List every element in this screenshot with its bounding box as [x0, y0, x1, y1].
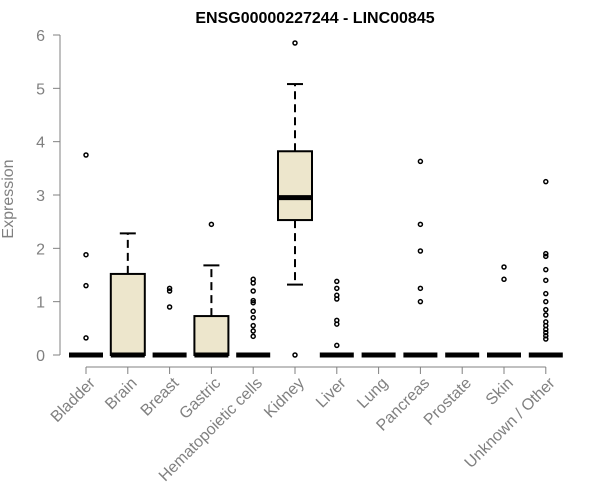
y-tick-label: 2 — [36, 241, 45, 258]
outlier-point — [543, 277, 549, 284]
y-tick-label: 0 — [36, 348, 45, 365]
outlier-point — [334, 321, 340, 327]
outlier-point — [83, 335, 89, 341]
boxes-layer — [69, 40, 563, 358]
outlier-point — [166, 288, 173, 294]
outlier-point — [543, 336, 549, 342]
outlier-point — [208, 221, 215, 228]
outlier-point — [250, 314, 256, 321]
x-tick-label: Bladder — [48, 374, 99, 425]
box-rect — [193, 315, 230, 357]
y-axis: 0 1 2 3 4 5 6 — [36, 28, 61, 365]
y-tick-label: 3 — [36, 188, 45, 205]
outlier-point — [501, 276, 507, 283]
outlier-point — [543, 306, 549, 313]
outlier-point — [250, 288, 256, 294]
outlier-point — [543, 312, 549, 318]
y-tick-label: 5 — [36, 81, 45, 98]
x-tick-label: Brain — [102, 375, 140, 413]
outlier-point — [417, 158, 424, 165]
x-tick-label: Liver — [313, 374, 350, 411]
y-tick-label: 6 — [36, 28, 45, 45]
outlier-point — [83, 282, 89, 289]
box-group — [528, 178, 563, 358]
outlier-point — [83, 152, 89, 158]
box-group — [152, 285, 187, 358]
x-tick-label: Skin — [483, 375, 517, 409]
y-tick-label: 4 — [36, 135, 45, 152]
outlier-point — [250, 299, 256, 306]
y-axis-label: Expression — [0, 159, 17, 238]
x-tick-label: Kidney — [261, 375, 308, 422]
outlier-point — [543, 329, 549, 336]
outlier-point — [166, 304, 173, 310]
outlier-point — [166, 285, 173, 292]
outlier-point — [250, 308, 256, 315]
outlier-point — [417, 285, 424, 292]
outlier-point — [417, 248, 424, 254]
box-group — [193, 221, 230, 358]
box-group — [277, 40, 313, 358]
outlier-point — [543, 298, 549, 305]
box-group — [109, 232, 146, 358]
outlier-point — [543, 326, 549, 333]
y-tick-label: 1 — [36, 295, 45, 312]
outlier-point — [543, 290, 549, 297]
outlier-point — [543, 266, 549, 273]
outlier-point — [334, 285, 340, 292]
x-tick-label: Breast — [138, 374, 183, 419]
outlier-point — [334, 278, 340, 285]
box-group — [69, 152, 103, 358]
outlier-point — [334, 342, 340, 349]
outlier-point — [543, 333, 549, 339]
outlier-point — [543, 178, 549, 185]
outlier-point — [250, 322, 256, 329]
outlier-point — [250, 280, 256, 286]
box-group — [236, 276, 271, 358]
box-rect — [277, 150, 313, 222]
outlier-point — [250, 328, 256, 334]
chart-title: ENSG00000227244 - LINC00845 — [195, 10, 434, 27]
outlier-point — [543, 250, 549, 257]
box-group — [487, 264, 521, 358]
outlier-point — [292, 352, 298, 358]
outlier-point — [250, 333, 256, 340]
outlier-point — [334, 296, 340, 302]
outlier-point — [83, 251, 89, 258]
outlier-point — [250, 297, 256, 304]
outlier-point — [417, 298, 424, 305]
outlier-point — [543, 253, 549, 260]
outlier-point — [292, 40, 298, 46]
box-rect — [109, 272, 146, 356]
outlier-point — [417, 221, 424, 228]
box-group — [319, 278, 354, 358]
outlier-point — [501, 264, 507, 270]
box-group — [403, 158, 438, 358]
x-tick-label: Lung — [354, 375, 391, 412]
